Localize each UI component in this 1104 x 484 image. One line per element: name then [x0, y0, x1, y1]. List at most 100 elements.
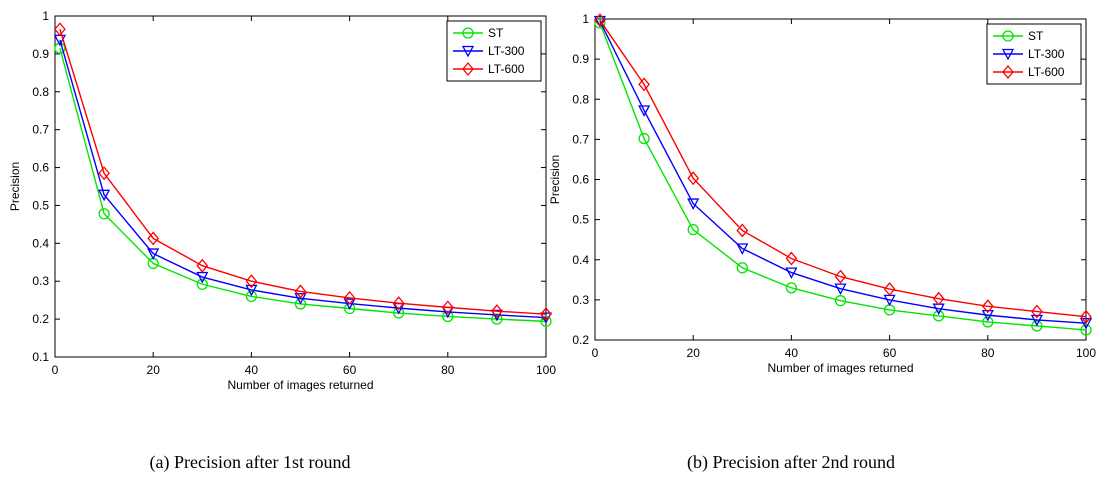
chart-1-caption: (b) Precision after 2nd round	[687, 452, 895, 473]
chart-0-point-lt-600	[540, 307, 552, 322]
chart-0-point-st	[54, 42, 66, 54]
chart-1-line-lt-300	[599, 20, 1087, 324]
chart-1-x-axis-label: Number of images returned	[767, 361, 913, 375]
chart-0-point-st	[491, 313, 503, 325]
chart-0-point-st	[245, 290, 258, 303]
chart-0-caption: (a) Precision after 1st round	[150, 452, 351, 473]
chart-0-legend: ST LT-300 LT-600	[446, 20, 542, 82]
chart-1-point-lt-600	[594, 13, 606, 28]
chart-precision-1st-round: 0 20 40 60 80 100 0.1 0.2 0.3 0.4 0.5 0.6 0.7 0.8 0.9 1…	[8, 9, 556, 473]
chart-1-series-st	[594, 17, 1092, 336]
chart-0-ytick-label: 1	[42, 9, 49, 23]
chart-0-ytick-label: 0.6	[32, 161, 49, 175]
chart-0-ytick-label: 0.5	[32, 198, 49, 212]
chart-1-point-lt-600	[687, 171, 700, 186]
chart-1-ytick-label: 0.7	[572, 132, 589, 146]
chart-1-point-st	[834, 295, 847, 307]
chart-1-point-lt-300	[1079, 317, 1093, 330]
chart-0-ytick-label: 0.3	[32, 274, 49, 288]
chart-0-point-lt-600	[441, 300, 454, 315]
chart-0-ytick-label: 0.4	[32, 236, 49, 250]
chart-0-point-lt-300	[490, 309, 503, 322]
chart-1-point-lt-600	[736, 223, 749, 238]
chart-0-xtick-label: 60	[343, 363, 357, 377]
chart-1-point-st	[638, 132, 650, 145]
chart-1-point-lt-600	[638, 77, 650, 92]
chart-1-point-lt-300	[736, 243, 749, 255]
chart-1-point-st	[736, 262, 748, 274]
chart-1-point-st	[687, 224, 699, 236]
chart-0-y-axis-label: Precision	[8, 162, 22, 211]
chart-0-point-lt-600	[54, 22, 66, 37]
chart-0-legend-label-lt-300: LT-300	[488, 44, 525, 58]
chart-0-xtick-label: 100	[536, 363, 556, 377]
chart-1-point-lt-600	[932, 291, 945, 306]
chart-1-point-lt-300	[981, 309, 994, 322]
chart-0-xtick-label: 40	[245, 363, 259, 377]
chart-0-point-lt-600	[343, 290, 356, 305]
chart-1-ytick-label: 0.4	[572, 253, 589, 267]
chart-1-point-lt-300	[593, 15, 606, 28]
chart-0-point-st	[540, 315, 552, 328]
chart-1-point-lt-300	[687, 198, 700, 210]
chart-0-point-lt-300	[147, 248, 160, 260]
chart-1-point-lt-600	[1031, 304, 1043, 319]
chart-1-legend-label-st: ST	[1028, 29, 1044, 43]
chart-1-point-lt-600	[834, 269, 847, 284]
chart-1-point-lt-600	[981, 299, 994, 314]
chart-0-ytick-label: 0.8	[32, 85, 49, 99]
chart-0-point-lt-600	[392, 296, 405, 311]
chart-1-ytick-label: 0.5	[572, 213, 589, 227]
chart-0-legend-label-lt-600: LT-600	[488, 62, 525, 76]
chart-0-xtick-label: 0	[52, 363, 59, 377]
chart-0-xtick-label: 20	[147, 363, 161, 377]
chart-0-ytick-label: 0.1	[32, 350, 49, 364]
chart-1-point-lt-300	[638, 105, 651, 117]
chart-1-point-lt-300	[1030, 314, 1043, 327]
chart-1-legend-marker-lt-300	[1001, 48, 1015, 61]
chart-0-point-lt-600	[196, 258, 209, 273]
chart-1-point-lt-600	[883, 282, 896, 297]
chart-1-ytick-label: 0.2	[572, 333, 589, 347]
chart-1-ytick-label: 1	[582, 12, 589, 26]
chart-1-point-lt-300	[785, 267, 798, 279]
chart-0-legend-marker-lt-300	[461, 45, 475, 58]
chart-1-legend-marker-lt-600	[1002, 64, 1014, 80]
chart-0-xtick-label: 80	[441, 363, 455, 377]
chart-1-xtick-label: 80	[981, 346, 995, 360]
chart-1-point-st	[933, 310, 945, 322]
chart-0-point-lt-600	[245, 274, 258, 289]
chart-1-xtick-label: 0	[592, 346, 599, 360]
chart-0-point-st	[196, 278, 208, 290]
chart-0-ytick-label: 0.7	[32, 123, 49, 137]
chart-0-legend-marker-lt-600	[462, 61, 474, 77]
chart-0-legend-marker-st	[462, 27, 474, 39]
chart-1-series-lt-600	[594, 13, 1092, 324]
chart-1-xtick-label: 100	[1076, 346, 1096, 360]
chart-precision-2nd-round: 0 20 40 60 80 100 0.2 0.3 0.4 0.5 0.6 0.7 0.8 0.9 1 Num…	[548, 12, 1096, 473]
chart-1-point-st	[785, 282, 798, 294]
chart-0-point-lt-600	[98, 166, 110, 181]
chart-1-line-lt-600	[599, 19, 1087, 318]
chart-0-point-lt-600	[294, 284, 307, 299]
chart-1-point-lt-600	[785, 251, 798, 266]
chart-0-point-st	[98, 208, 110, 220]
chart-1-series-lt-300	[593, 15, 1093, 330]
chart-1-legend-marker-st	[1002, 30, 1014, 42]
chart-0-ytick-label: 0.9	[32, 47, 49, 61]
chart-0-x-axis-label: Number of images returned	[227, 378, 373, 392]
chart-1-point-lt-300	[834, 283, 847, 296]
chart-1-ytick-label: 0.9	[572, 52, 589, 66]
chart-0-legend-label-st: ST	[488, 26, 504, 40]
chart-1-point-st	[1031, 320, 1043, 332]
chart-0-point-lt-300	[343, 298, 356, 310]
chart-1-xtick-label: 20	[687, 346, 701, 360]
chart-1-ytick-label: 0.8	[572, 92, 589, 106]
chart-1-point-st	[1080, 324, 1092, 336]
chart-1-point-st	[594, 17, 606, 29]
chart-0-point-lt-300	[294, 293, 307, 305]
chart-0-point-lt-600	[491, 304, 503, 319]
chart-0-line-lt-600	[59, 29, 547, 315]
chart-1-line-st	[599, 22, 1087, 331]
chart-1-legend-label-lt-300: LT-300	[1028, 47, 1065, 61]
